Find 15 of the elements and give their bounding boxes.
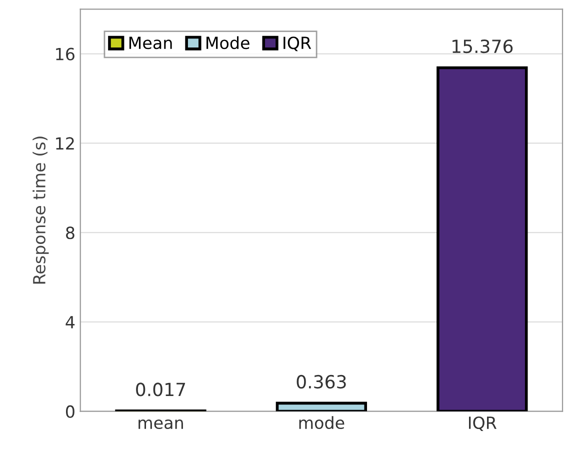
data-label: 15.376 (452, 40, 513, 54)
x-tick-label: IQR (468, 416, 496, 431)
legend-label: Mean (129, 36, 172, 50)
y-tick-label: 4 (66, 316, 75, 328)
x-tick-label: mean (138, 419, 183, 430)
x-tick-label: mode (299, 416, 344, 430)
legend-label: Mode (206, 36, 250, 50)
y-tick-label: 12 (56, 137, 74, 150)
data-label: 0.017 (136, 382, 186, 396)
y-axis-title: Response time (s) (32, 136, 49, 284)
y-tick-label: 8 (66, 226, 74, 240)
y-tick-label: 0 (66, 405, 74, 418)
data-label: 0.363 (296, 374, 346, 389)
y-tick-label: 16 (56, 48, 74, 60)
legend-label: IQR (284, 36, 312, 52)
